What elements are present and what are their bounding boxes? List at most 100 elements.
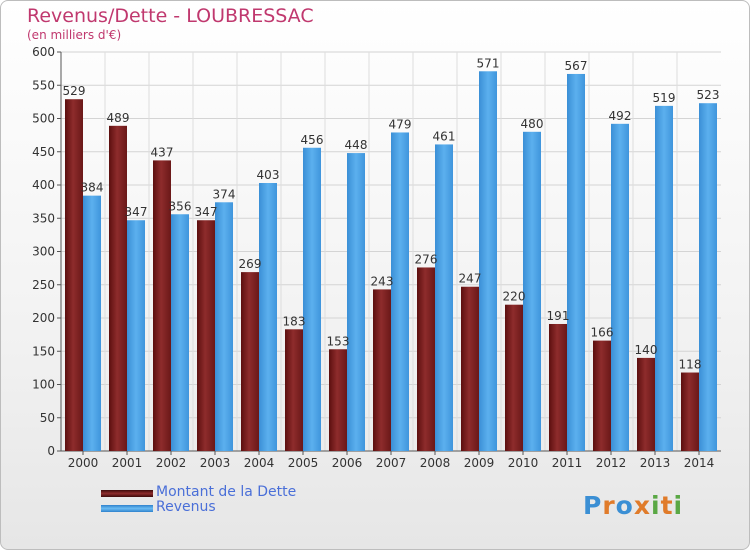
value-label-revenue: 403 (257, 168, 280, 182)
value-label-debt: 247 (459, 272, 482, 286)
y-tick-label: 50 (40, 411, 55, 425)
bar-revenue (567, 73, 585, 451)
bar-debt (681, 372, 699, 451)
value-label-revenue: 384 (81, 181, 104, 195)
y-tick-label: 250 (32, 278, 55, 292)
legend-label-revenue: Revenus (156, 499, 216, 515)
x-tick-label: 2006 (332, 456, 363, 470)
logo-letter: i (651, 491, 661, 520)
value-label-revenue: 461 (433, 129, 456, 143)
bar-debt (417, 267, 435, 451)
proxiti-logo: Proxiti (583, 491, 683, 520)
chart-title: Revenus/Dette - LOUBRESSAC (27, 5, 314, 27)
bar-revenue (435, 144, 453, 451)
value-label-revenue: 356 (169, 199, 192, 213)
y-tick-label: 100 (32, 378, 55, 392)
value-label-revenue: 571 (477, 56, 500, 70)
bar-revenue (127, 220, 145, 451)
x-tick-label: 2000 (68, 456, 99, 470)
x-tick-label: 2003 (200, 456, 231, 470)
bar-revenue (611, 123, 629, 451)
bar-debt (637, 357, 655, 451)
value-label-debt: 276 (415, 252, 438, 266)
value-label-debt: 153 (327, 334, 350, 348)
y-tick-label: 150 (32, 344, 55, 358)
bar-revenue (347, 153, 365, 451)
value-label-debt: 183 (283, 314, 306, 328)
bar-debt (241, 272, 259, 451)
x-tick-label: 2012 (596, 456, 627, 470)
bar-revenue (303, 147, 321, 451)
x-tick-label: 2002 (156, 456, 187, 470)
value-label-debt: 166 (591, 326, 614, 340)
bar-revenue (655, 105, 673, 452)
bars (65, 71, 717, 452)
value-label-debt: 220 (503, 290, 526, 304)
value-label-debt: 269 (239, 257, 262, 271)
y-tick-label: 300 (32, 245, 55, 259)
y-tick-label: 500 (32, 112, 55, 126)
bar-debt (197, 220, 215, 451)
legend-swatch-debt (101, 490, 153, 497)
y-tick-label: 600 (32, 45, 55, 59)
value-label-debt: 243 (371, 274, 394, 288)
value-label-revenue: 456 (301, 133, 324, 147)
value-label-revenue: 374 (213, 187, 236, 201)
bar-debt (329, 349, 347, 451)
value-label-revenue: 567 (565, 59, 588, 73)
bar-revenue (699, 103, 717, 451)
y-tick-label: 0 (47, 444, 55, 458)
y-tick-label: 550 (32, 78, 55, 92)
value-label-debt: 118 (679, 358, 702, 372)
bar-revenue (479, 71, 497, 451)
value-label-revenue: 448 (345, 138, 368, 152)
value-label-debt: 140 (635, 343, 658, 357)
x-tick-label: 2005 (288, 456, 319, 470)
y-tick-label: 200 (32, 311, 55, 325)
value-label-revenue: 492 (609, 109, 632, 123)
legend-swatch-revenue (101, 505, 153, 512)
x-tick-label: 2009 (464, 456, 495, 470)
value-label-revenue: 347 (125, 205, 148, 219)
bar-debt (461, 286, 479, 451)
value-label-revenue: 479 (389, 117, 412, 131)
value-label-debt: 529 (63, 84, 86, 98)
y-tick-label: 400 (32, 178, 55, 192)
bar-debt (373, 289, 391, 451)
value-label-debt: 437 (151, 145, 174, 159)
logo-letter: r (602, 491, 616, 520)
value-label-revenue: 519 (653, 91, 676, 105)
x-tick-label: 2014 (684, 456, 715, 470)
x-tick-label: 2010 (508, 456, 539, 470)
tick-labels: 0 50 100 150 200 250 300 350 400 450 500 550 600 2000… (32, 45, 714, 470)
bar-revenue (215, 202, 233, 451)
logo-letter: o (615, 491, 634, 520)
x-tick-label: 2011 (552, 456, 583, 470)
legend-label-debt: Montant de la Dette (156, 484, 297, 500)
bar-revenue (523, 131, 541, 452)
value-label-debt: 191 (547, 309, 570, 323)
bar-revenue (259, 183, 277, 451)
x-tick-label: 2013 (640, 456, 671, 470)
chart-subtitle: (en milliers d'€) (27, 28, 122, 42)
logo-letter: i (673, 491, 684, 520)
value-label-revenue: 523 (697, 88, 720, 102)
y-tick-label: 350 (32, 211, 55, 225)
value-label-debt: 347 (195, 205, 218, 219)
bar-debt (153, 160, 171, 451)
logo-letter: P (583, 491, 603, 520)
bar-debt (505, 304, 523, 451)
logo-letter: x (633, 491, 651, 520)
x-tick-label: 2004 (244, 456, 275, 470)
x-tick-label: 2007 (376, 456, 407, 470)
bar-debt (285, 329, 303, 451)
bar-debt (65, 99, 83, 451)
bar-debt (593, 340, 611, 451)
bar-revenue (391, 132, 409, 451)
bar-revenue (171, 214, 189, 451)
bar-debt (109, 125, 127, 451)
x-tick-label: 2008 (420, 456, 451, 470)
